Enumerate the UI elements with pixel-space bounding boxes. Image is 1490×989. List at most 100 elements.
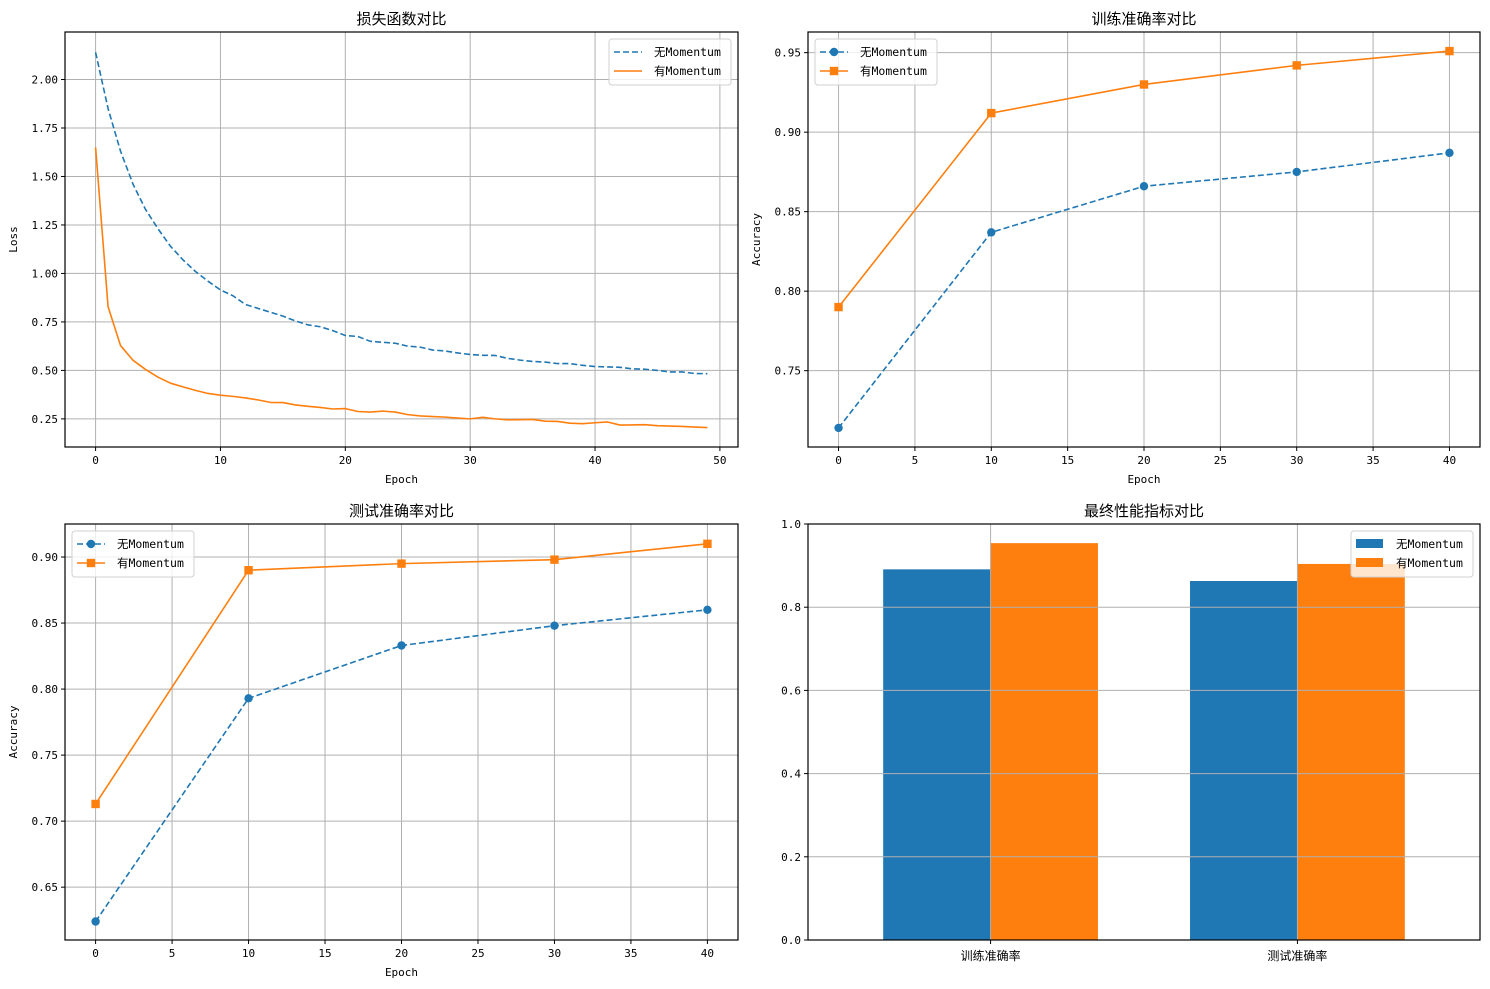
x-tick-label: 25: [1214, 454, 1227, 467]
data-point: [1445, 46, 1454, 56]
legend-item: 无Momentum: [1356, 537, 1463, 551]
x-tick-label: 40: [701, 947, 714, 960]
y-tick-label: 0.50: [32, 364, 59, 377]
y-tick-label: 1.75: [32, 122, 59, 135]
subplot-train-acc: 0 5 10 15 20 25 30 35 40 0.75 0.80 0.85 0.90 0.95 训练准确…: [750, 10, 1481, 486]
y-axis-label: Accuracy: [7, 705, 20, 758]
y-tick-label: 1.00: [32, 267, 59, 280]
legend: 无Momentum 有Momentum: [814, 38, 938, 86]
series-no-momentum: [94, 52, 708, 375]
data-point: [397, 641, 406, 650]
data-point: [987, 228, 996, 237]
series-no-momentum: [91, 605, 712, 926]
data-point: [244, 566, 253, 575]
x-tick-label: 30: [464, 454, 477, 467]
x-tick-label: 15: [1061, 454, 1074, 467]
legend-item: 无Momentum: [820, 45, 927, 59]
x-axis: 0 5 10 15 20 25 30 35 40: [92, 940, 714, 960]
bar-momentum: [990, 543, 1098, 940]
subplot-test-acc: 0 5 10 15 20 25 30 35 40 0.65 0.70 0.75 0.80 0.85 0.90…: [7, 502, 739, 979]
y-tick-label: 0.80: [32, 683, 59, 696]
bar-momentum: [1297, 563, 1405, 940]
data-point: [834, 302, 843, 312]
legend-box: [814, 38, 938, 86]
x-tick-label: 0: [835, 454, 842, 467]
legend-item: 无Momentum: [614, 45, 721, 59]
x-tick-label: 5: [912, 454, 919, 467]
x-tick-label: 40: [588, 454, 601, 467]
legend-marker: [829, 66, 839, 76]
x-tick-label: 0: [92, 454, 99, 467]
x-tick-label: 40: [1443, 454, 1456, 467]
legend-label: 有Momentum: [654, 64, 721, 78]
series-line: [94, 52, 708, 375]
bar-no-momentum: [1190, 580, 1298, 940]
legend-item: 无Momentum: [77, 537, 184, 551]
y-axis: 0.65 0.70 0.75 0.80 0.85 0.90: [32, 551, 65, 894]
data-point: [987, 108, 996, 118]
y-axis: 0.25 0.50 0.75 1.00 1.25 1.50 1.75 2.00: [32, 74, 65, 426]
series-no-momentum: [834, 148, 1454, 433]
legend-marker: [86, 558, 96, 568]
x-axis: 训练准确率 测试准确率: [961, 940, 1327, 963]
data-point: [244, 694, 253, 703]
y-tick-label: 1.25: [32, 219, 59, 232]
y-tick-label: 0.6: [781, 684, 801, 697]
x-tick-label: 20: [395, 947, 408, 960]
bars: [883, 543, 1405, 940]
data-point: [1445, 148, 1454, 158]
y-tick-label: 0.8: [781, 601, 801, 614]
data-point: [550, 621, 559, 630]
bar-no-momentum: [883, 569, 991, 940]
legend-label: 无Momentum: [654, 45, 721, 59]
x-tick-label: 50: [713, 454, 726, 467]
legend-marker: [86, 539, 96, 549]
series-momentum: [94, 147, 708, 429]
chart-title: 测试准确率对比: [349, 502, 454, 520]
y-tick-label: 0.95: [775, 47, 802, 60]
legend-item: 有Momentum: [1356, 556, 1463, 570]
y-tick-label: 0.25: [32, 413, 59, 426]
data-point: [397, 559, 406, 568]
legend: 无Momentum 有Momentum: [608, 38, 732, 86]
data-point: [91, 799, 100, 809]
y-tick-label: 0.65: [32, 881, 59, 894]
legend-label: 无Momentum: [860, 45, 927, 59]
x-tick-label: 训练准确率: [961, 948, 1021, 963]
y-axis-label: Accuracy: [750, 213, 763, 266]
data-point: [1139, 182, 1149, 191]
legend: 无Momentum 有Momentum: [71, 530, 195, 578]
x-axis: 0 5 10 15 20 25 30 35 40: [835, 447, 1456, 467]
x-tick-label: 10: [214, 454, 227, 467]
subplot-final: 训练准确率 测试准确率 0.0 0.2 0.4 0.6 0.8 1.0 最终性能指标对比无Mom…: [781, 502, 1481, 963]
y-tick-label: 0.90: [775, 126, 802, 139]
legend-swatch: [1356, 558, 1383, 567]
y-tick-label: 0.80: [775, 285, 802, 298]
x-tick-label: 35: [1366, 454, 1379, 467]
x-axis-label: Epoch: [1127, 473, 1160, 486]
y-tick-label: 0.75: [32, 316, 59, 329]
chart-title: 训练准确率对比: [1091, 10, 1196, 28]
axes-frame: [807, 523, 1481, 941]
y-tick-label: 1.50: [32, 170, 59, 183]
data-point: [1139, 80, 1149, 89]
x-tick-label: 10: [985, 454, 998, 467]
y-tick-label: 2.00: [32, 74, 59, 87]
legend-swatch: [1356, 539, 1383, 548]
y-tick-label: 0.75: [32, 749, 59, 762]
x-tick-label: 15: [318, 947, 331, 960]
y-tick-label: 0.2: [781, 851, 801, 864]
data-point: [834, 423, 843, 433]
x-tick-label: 0: [92, 947, 99, 960]
x-tick-label: 测试准确率: [1267, 948, 1327, 963]
x-tick-label: 20: [1137, 454, 1150, 467]
legend-label: 有Momentum: [1396, 556, 1463, 570]
y-axis: 0.0 0.2 0.4 0.6 0.8 1.0: [781, 518, 808, 947]
y-tick-label: 0.0: [781, 934, 801, 947]
series-line: [94, 147, 708, 429]
legend-label: 有Momentum: [860, 64, 927, 78]
y-tick-label: 0.85: [775, 206, 802, 219]
y-tick-label: 0.4: [781, 768, 801, 781]
series-momentum: [91, 539, 712, 809]
